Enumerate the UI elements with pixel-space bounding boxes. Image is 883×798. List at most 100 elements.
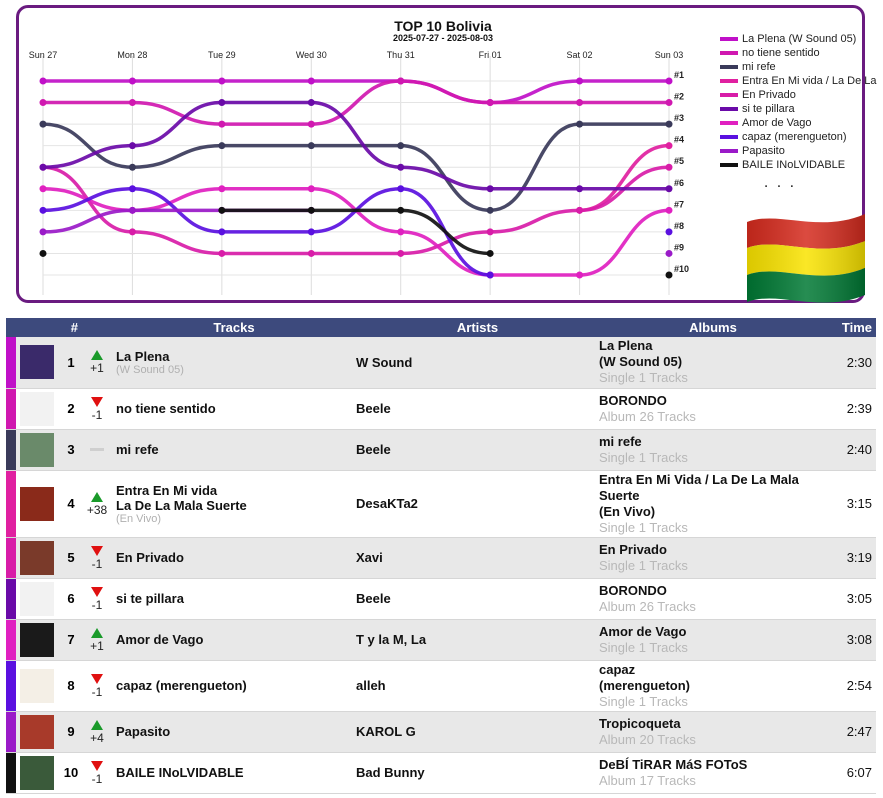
legend-item[interactable]: Amor de Vago <box>720 116 880 130</box>
track-title[interactable]: Amor de Vago <box>112 619 356 661</box>
series-point <box>486 271 494 279</box>
artist-name[interactable]: Beele <box>356 578 599 620</box>
album-name[interactable]: capaz (merengueton) Single 1 Tracks <box>599 660 827 712</box>
x-tick-label: Fri 01 <box>479 50 502 60</box>
table-row[interactable]: 3 mi refe Beele mi refe Single 1 Tracks 2:40 <box>6 429 876 471</box>
rank-change-value: +4 <box>90 730 104 745</box>
series-point <box>665 185 673 193</box>
series-point <box>665 142 673 150</box>
album-name[interactable]: BORONDO Album 26 Tracks <box>599 578 827 620</box>
legend-label: La Plena (W Sound 05) <box>742 33 857 45</box>
legend-item[interactable]: mi refe <box>720 60 880 74</box>
x-tick-label: Sat 02 <box>567 50 593 60</box>
series-point <box>218 120 226 128</box>
table-row[interactable]: 8 -1 capaz (merengueton) alleh capaz (merengu… <box>6 660 876 712</box>
rank-number: 6 <box>60 578 82 620</box>
track-title[interactable]: La Plena (W Sound 05) <box>112 337 356 389</box>
series-point <box>665 163 673 171</box>
header-artists[interactable]: Artists <box>356 318 599 337</box>
table-row[interactable]: 5 -1 En Privado Xavi En Privado Single 1 Trac… <box>6 537 876 579</box>
header-tracks[interactable]: Tracks <box>112 318 356 337</box>
legend-item[interactable]: no tiene sentido <box>720 46 880 60</box>
legend-label: Entra En Mi vida / La De La Mala Suerte <box>742 75 880 87</box>
album-cover-image[interactable] <box>20 622 54 657</box>
track-title[interactable]: no tiene sentido <box>112 388 356 430</box>
x-tick-label: Tue 29 <box>208 50 236 60</box>
album-cover-image[interactable] <box>20 345 54 380</box>
track-title[interactable]: Papasito <box>112 711 356 753</box>
series-point <box>39 99 47 107</box>
artist-name[interactable]: Beele <box>356 429 599 471</box>
album-cover-image[interactable] <box>20 486 54 521</box>
series-point <box>218 185 226 193</box>
table-row[interactable]: 10 -1 BAILE INoLVIDABLE Bad Bunny DeBÍ TiRAR… <box>6 752 876 794</box>
legend-item[interactable]: BAILE INoLVIDABLE <box>720 158 880 172</box>
legend-label: Papasito <box>742 145 785 157</box>
artist-name[interactable]: Xavi <box>356 537 599 579</box>
artist-name[interactable]: DesaKTa2 <box>356 470 599 538</box>
album-name[interactable]: Tropicoqueta Album 20 Tracks <box>599 711 827 753</box>
series-point <box>218 142 226 150</box>
artist-name[interactable]: Beele <box>356 388 599 430</box>
track-title[interactable]: si te pillara <box>112 578 356 620</box>
table-row[interactable]: 4 +38 Entra En Mi vida La De La Mala Suerte… <box>6 470 876 538</box>
series-point <box>576 120 584 128</box>
album-cover-image[interactable] <box>20 540 54 575</box>
table-row[interactable]: 2 -1 no tiene sentido Beele BORONDO Album 26 … <box>6 388 876 430</box>
rank-number: 8 <box>60 660 82 712</box>
series-point <box>128 163 136 171</box>
legend-item[interactable]: capaz (merengueton) <box>720 130 880 144</box>
rank-change-value: -1 <box>91 771 103 786</box>
album-cover-image[interactable] <box>20 432 54 467</box>
album-cover-image[interactable] <box>20 391 54 426</box>
album-name[interactable]: mi refe Single 1 Tracks <box>599 429 827 471</box>
series-point <box>397 228 405 236</box>
row-color-bar <box>6 711 16 753</box>
series-point <box>128 99 136 107</box>
artist-name[interactable]: Bad Bunny <box>356 752 599 794</box>
album-name[interactable]: DeBÍ TiRAR MáS FOToS Album 17 Tracks <box>599 752 827 794</box>
legend-item[interactable]: La Plena (W Sound 05) <box>720 32 880 46</box>
track-title[interactable]: Entra En Mi vida La De La Mala Suerte (En … <box>112 470 356 538</box>
x-tick-label: Mon 28 <box>117 50 147 60</box>
track-title[interactable]: En Privado <box>112 537 356 579</box>
album-cover-image[interactable] <box>20 714 54 749</box>
album-cover-image[interactable] <box>20 755 54 790</box>
y-rank-label: #8 <box>674 221 684 231</box>
table-row[interactable]: 1 +1 La Plena (W Sound 05) W Sound La Plena (W… <box>6 337 876 389</box>
cover-cell <box>16 660 60 712</box>
artist-name[interactable]: KAROL G <box>356 711 599 753</box>
table-row[interactable]: 6 -1 si te pillara Beele BORONDO Album 26 Tra… <box>6 578 876 620</box>
legend-item[interactable]: si te pillara <box>720 102 880 116</box>
album-name[interactable]: En Privado Single 1 Tracks <box>599 537 827 579</box>
album-name[interactable]: La Plena (W Sound 05) Single 1 Tracks <box>599 337 827 389</box>
album-name[interactable]: BORONDO Album 26 Tracks <box>599 388 827 430</box>
artist-name[interactable]: T y la M, La <box>356 619 599 661</box>
top-tracks-table: # Tracks Artists Albums Time 1 +1 La Plena… <box>6 318 876 794</box>
album-cover-image[interactable] <box>20 668 54 703</box>
album-info: Album 20 Tracks <box>599 731 696 747</box>
track-subtitle: (En Vivo) <box>116 512 162 525</box>
artist-name[interactable]: alleh <box>356 660 599 712</box>
series-point <box>486 99 494 107</box>
legend-item[interactable]: En Privado <box>720 88 880 102</box>
track-title[interactable]: BAILE INoLVIDABLE <box>112 752 356 794</box>
series-point <box>218 77 226 85</box>
album-cover-image[interactable] <box>20 581 54 616</box>
legend-label: si te pillara <box>742 103 795 115</box>
track-title[interactable]: capaz (merengueton) <box>112 660 356 712</box>
header-time[interactable]: Time <box>827 318 876 337</box>
legend-item[interactable]: Papasito <box>720 144 880 158</box>
track-title[interactable]: mi refe <box>112 429 356 471</box>
header-albums[interactable]: Albums <box>599 318 827 337</box>
legend-more[interactable]: . . . <box>763 174 797 191</box>
legend-item[interactable]: Entra En Mi vida / La De La Mala Suerte <box>720 74 880 88</box>
album-name[interactable]: Entra En Mi Vida / La De La Mala Suerte(… <box>599 470 827 538</box>
table-row[interactable]: 9 +4 Papasito KAROL G Tropicoqueta Album 20 T… <box>6 711 876 753</box>
artist-name[interactable]: W Sound <box>356 337 599 389</box>
table-row[interactable]: 7 +1 Amor de Vago T y la M, La Amor de Vago S… <box>6 619 876 661</box>
rank-number: 10 <box>60 752 82 794</box>
rank-change: +4 <box>82 711 112 753</box>
album-name[interactable]: Amor de Vago Single 1 Tracks <box>599 619 827 661</box>
